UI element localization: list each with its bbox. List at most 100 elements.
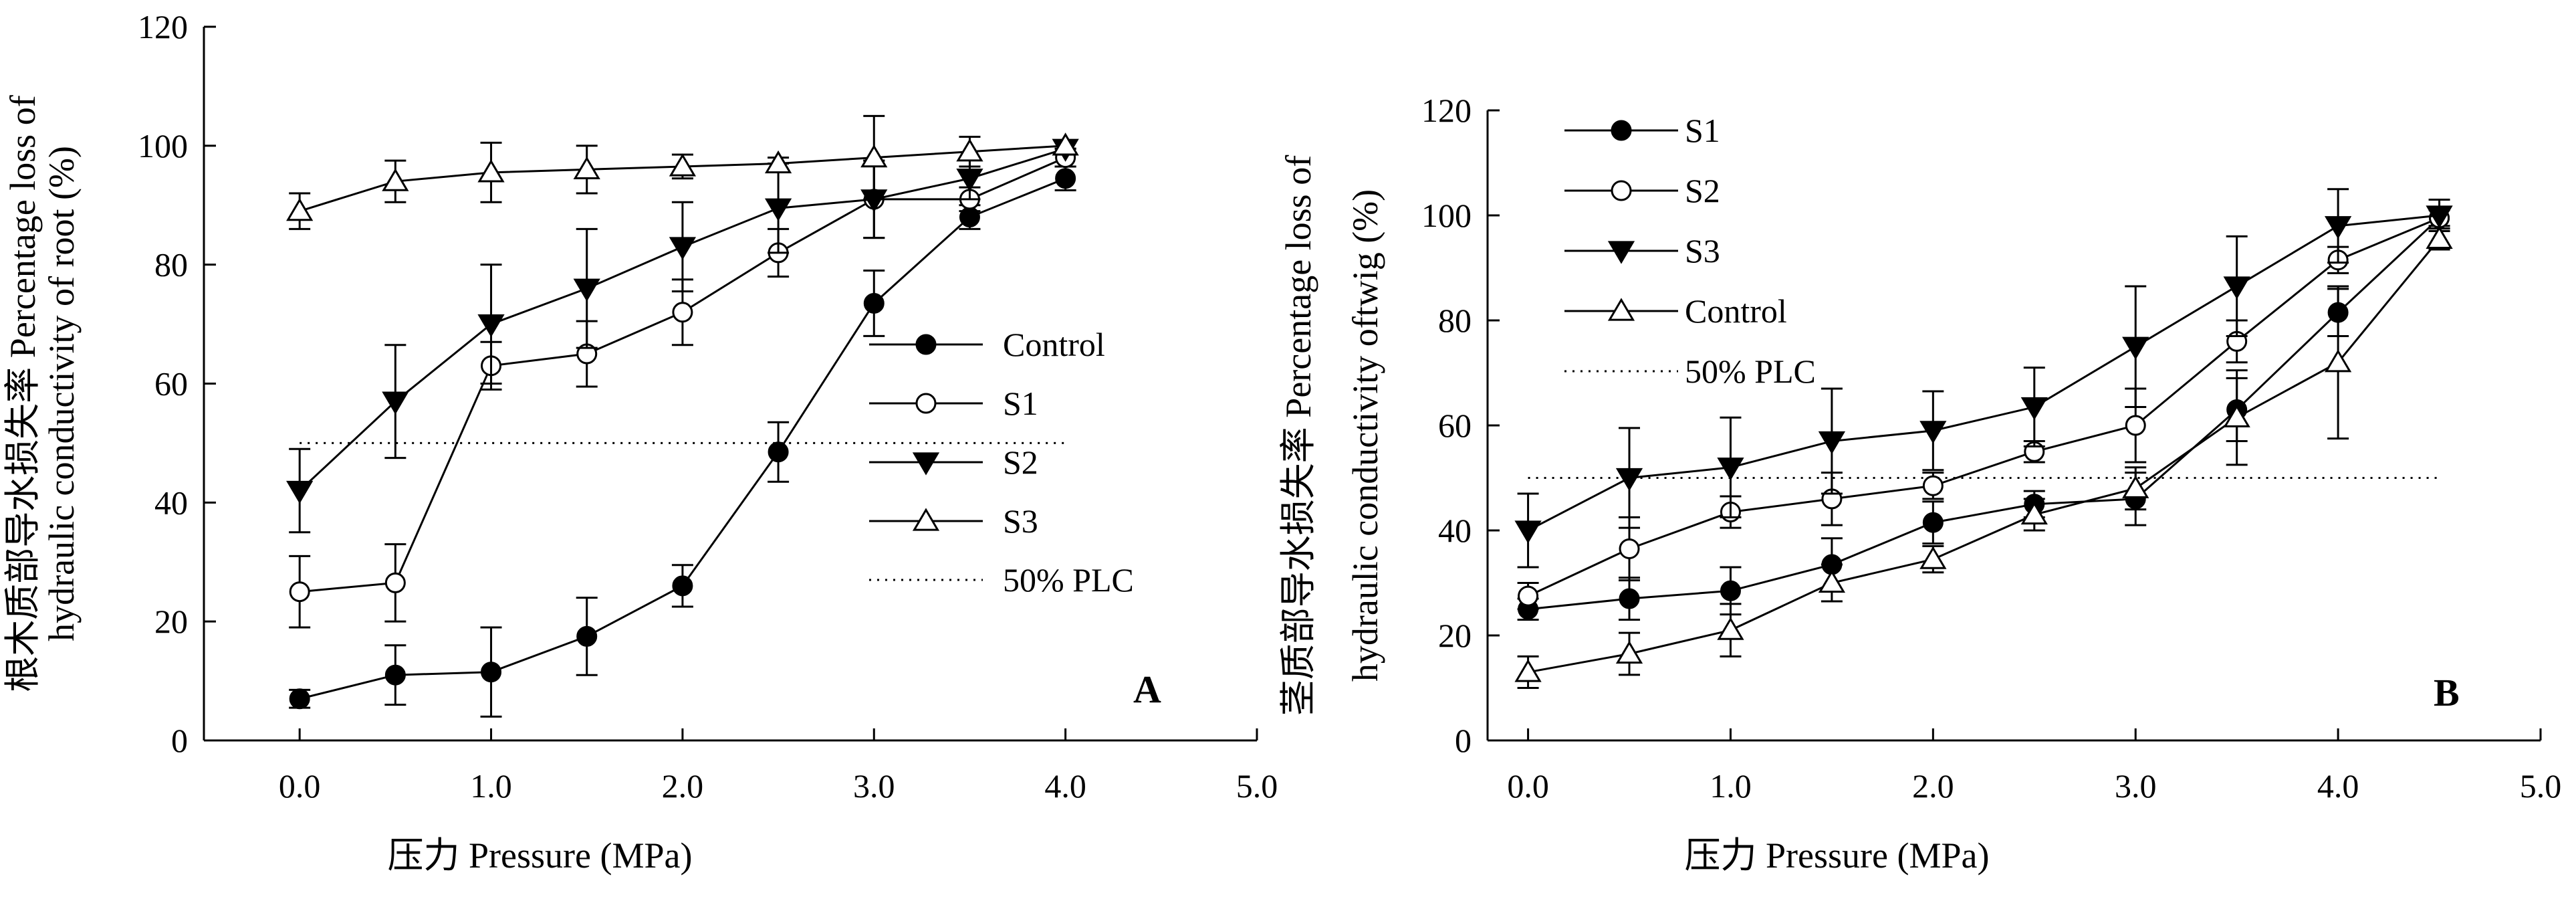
data-point (1922, 512, 1944, 533)
legend-marker (912, 452, 940, 476)
legend-marker (1607, 298, 1635, 321)
data-point (1919, 546, 1947, 569)
y-tick-label: 100 (1421, 197, 1472, 234)
data-point (672, 302, 693, 323)
series-control (1514, 225, 2453, 689)
data-point (2125, 415, 2146, 436)
data-point (956, 138, 983, 162)
y-tick-label: 120 (1421, 92, 1472, 129)
x-tick-label: 3.0 (853, 767, 895, 805)
data-point (1619, 588, 1640, 609)
y-tick-label: 60 (154, 365, 188, 403)
y-tick-label: 20 (154, 603, 188, 640)
data-point (1518, 585, 1539, 607)
y-tick-label: 40 (154, 484, 188, 521)
chart-panel-a: 0 20 40 60 80 100 120 0.0 1.0 2.0 3.0 4.0 5.0 压力 Pres… (3, 8, 1278, 876)
legend: Control S1 S2 S3 50% PLC (869, 326, 1134, 599)
data-point (289, 581, 310, 603)
y-tick-label: 80 (1438, 302, 1472, 339)
data-point (384, 664, 406, 686)
legend: S1 S2 S3 Control 50% PLC (1564, 112, 1816, 390)
legend-label: Control (1685, 292, 1787, 330)
data-point (1514, 659, 1542, 682)
data-point (2122, 475, 2149, 498)
data-point (860, 144, 888, 168)
data-point (1615, 468, 1643, 492)
legend-label: S1 (1003, 385, 1038, 422)
data-point (384, 572, 406, 593)
data-point (764, 198, 792, 221)
data-point (1818, 569, 1846, 593)
legend-marker (912, 508, 940, 531)
data-point (481, 662, 502, 683)
data-point (1052, 132, 1079, 156)
legend-marker (915, 393, 937, 414)
data-point (669, 153, 697, 177)
series-line (1527, 217, 2440, 597)
y-tick-label: 0 (1455, 722, 1472, 759)
y-tick-label: 20 (1438, 617, 1472, 654)
data-point (2324, 349, 2352, 373)
series-line (1528, 217, 2440, 611)
data-point (1818, 431, 1846, 455)
data-point (764, 150, 792, 174)
legend-label: S3 (1685, 232, 1720, 270)
data-point (289, 688, 310, 710)
x-tick-label: 4.0 (1044, 767, 1086, 805)
y-axis-label-line2: hydraulic conductivity oftwig (%) (1345, 189, 1385, 682)
data-point (1615, 640, 1643, 664)
series-line (1527, 214, 2440, 532)
legend-label: 50% PLC (1685, 352, 1816, 390)
data-point (1720, 580, 1741, 601)
data-point (286, 198, 314, 221)
data-point (669, 237, 697, 260)
y-tick-label: 0 (171, 722, 188, 759)
panel-label: B (2434, 671, 2460, 714)
x-tick-label: 5.0 (2520, 767, 2562, 805)
y-tick-label: 100 (138, 127, 188, 165)
y-axis-label-line2: hydraulic conductivity of root (%) (41, 146, 82, 641)
data-point (573, 278, 600, 302)
series-s1 (1517, 206, 2450, 621)
data-point (1055, 168, 1076, 189)
data-point (573, 156, 600, 180)
legend-marker (1607, 241, 1635, 264)
y-tick-label: 120 (138, 8, 188, 45)
legend-label: Control (1003, 326, 1105, 363)
legend-marker (1611, 120, 1632, 141)
x-tick-label: 5.0 (1236, 767, 1278, 805)
x-tick-label: 0.0 (279, 767, 321, 805)
legend-marker (915, 334, 937, 355)
data-point (1717, 617, 1744, 640)
legend-label: S1 (1685, 112, 1720, 149)
x-tick-label: 1.0 (470, 767, 512, 805)
data-point (2223, 404, 2250, 427)
series-s3 (1514, 188, 2453, 569)
data-point (576, 625, 598, 647)
legend-label: S2 (1685, 172, 1720, 209)
legend-label: 50% PLC (1003, 561, 1134, 599)
x-axis-label: 压力 Pressure (MPa) (388, 835, 693, 876)
x-axis-label: 压力 Pressure (MPa) (1685, 835, 1990, 876)
series-line (1528, 238, 2440, 674)
x-tick-label: 2.0 (662, 767, 704, 805)
x-tick-label: 2.0 (1912, 767, 1954, 805)
y-axis-label-line1: 茎质部导水损失率 Percentage loss of (1278, 155, 1318, 716)
x-tick-label: 3.0 (2115, 767, 2157, 805)
chart-panel-b: 0 20 40 60 80 100 120 0.0 1.0 2.0 3.0 4.0 5.0 压力 Pres… (1278, 92, 2561, 876)
y-tick-label: 40 (1438, 512, 1472, 549)
data-point (863, 292, 885, 314)
data-point (477, 314, 505, 338)
legend-label: S3 (1003, 502, 1038, 540)
data-point (956, 169, 983, 192)
data-point (768, 441, 789, 463)
legend-marker (1611, 180, 1632, 201)
data-point (477, 159, 505, 183)
data-point (2122, 336, 2149, 360)
data-point (1619, 538, 1640, 559)
data-point (382, 391, 409, 415)
data-point (1919, 421, 1947, 444)
data-point (1922, 475, 1944, 496)
data-point (1514, 520, 1542, 544)
